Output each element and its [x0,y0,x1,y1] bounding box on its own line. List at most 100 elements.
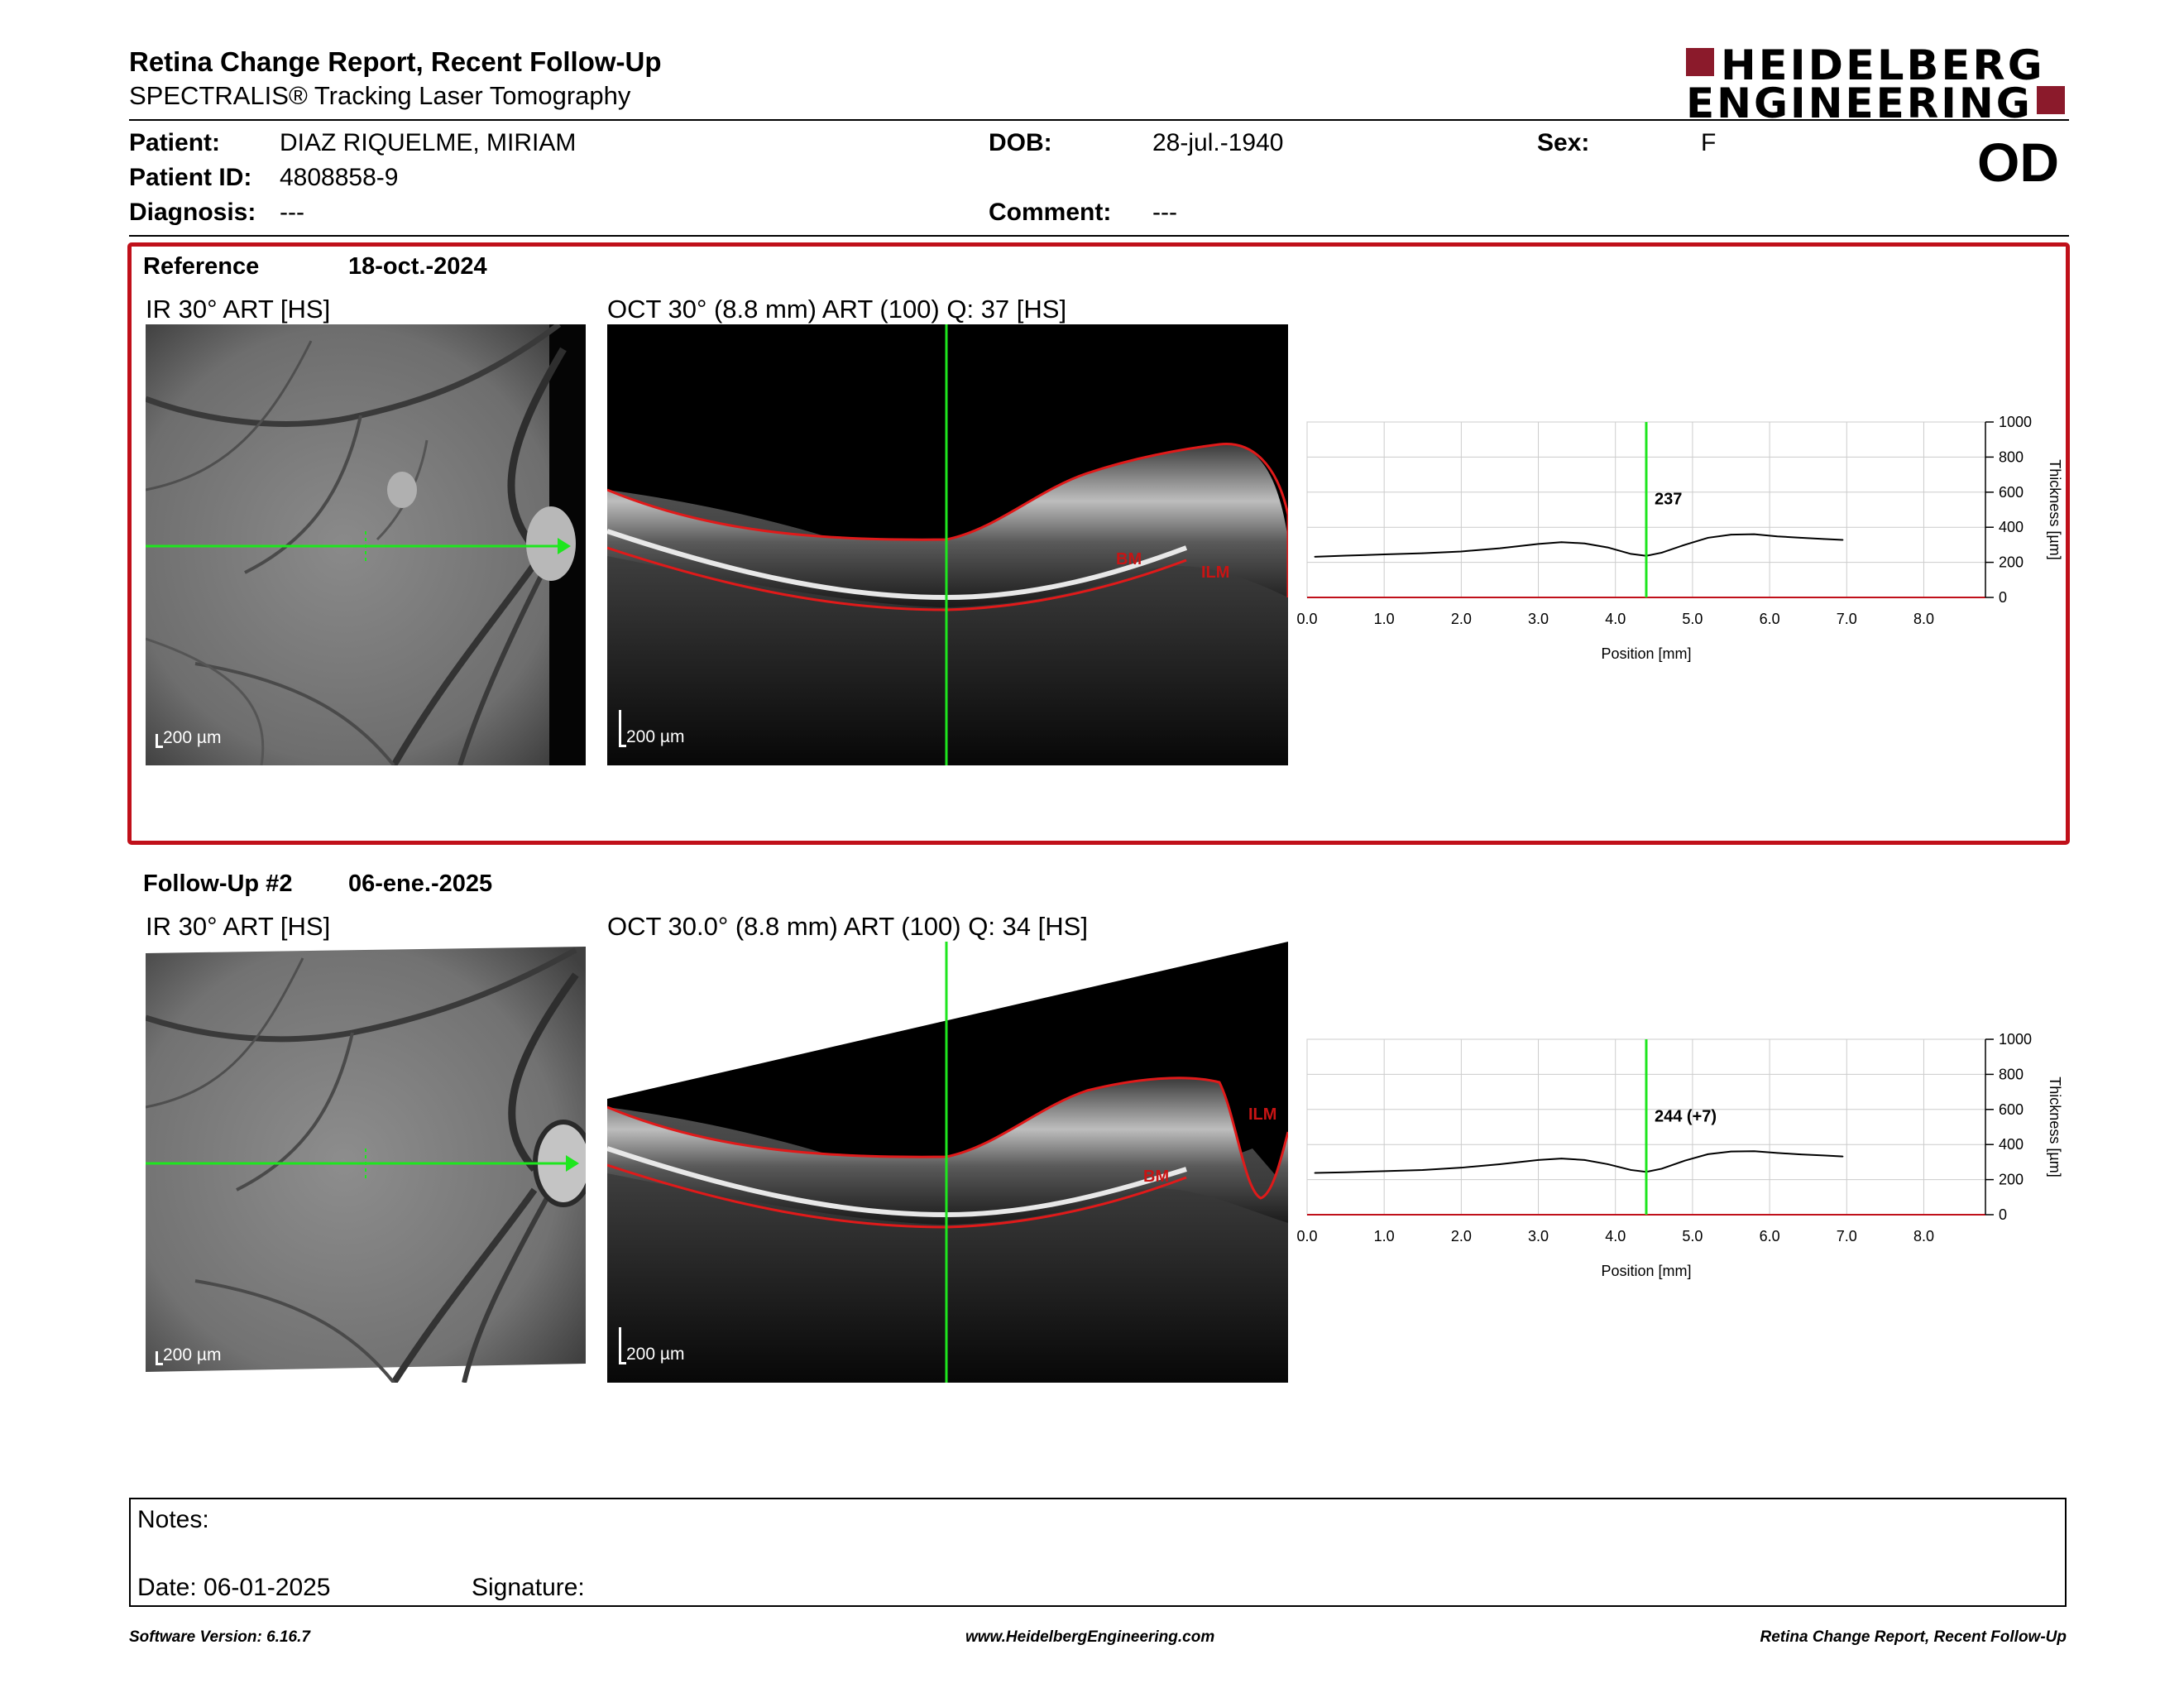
patient-name: DIAZ RIQUELME, MIRIAM [280,129,577,156]
y-axis-title: Thickness [µm] [2047,459,2063,559]
thickness-data-point [1460,1167,1463,1168]
thickness-data-point [1842,539,1844,541]
followup-ir-fundus-image: 200 µm [146,942,586,1383]
date-field: Date: 06-01-2025 [137,1574,331,1601]
signature-field: Signature: [472,1574,585,1601]
y-tick-label: 0 [1999,589,2007,606]
thickness-data-point [1799,1153,1802,1155]
reference-label: Reference [143,253,260,280]
dob-label: DOB: [989,129,1052,156]
y-tick-label: 0 [1999,1206,2007,1223]
y-tick-label: 800 [1999,1066,2024,1082]
reference-date: 18-oct.-2024 [348,253,487,280]
reference-thickness-chart: 0.0 1.0 2.0 3.0 4.0 5.0 6.0 7.0 8.0 0 200 400 600 800… [1296,414,2063,662]
thickness-data-point [1499,547,1501,549]
thickness-data-point [1607,546,1609,549]
scale-bar-mark [156,1351,163,1365]
x-tick-label: 7.0 [1837,611,1857,627]
thickness-data-point [1753,533,1755,535]
x-tick-label: 4.0 [1605,611,1626,627]
y-tick-label: 200 [1999,1172,2024,1188]
x-tick-label: 5.0 [1682,611,1703,627]
thickness-data-point [1842,1155,1844,1158]
cursor-thickness-label: 237 [1655,491,1682,509]
thickness-data-point [1730,534,1732,535]
thickness-data-point [1583,542,1586,544]
x-tick-label: 8.0 [1913,611,1934,627]
thickness-data-point [1499,1163,1501,1165]
company-logo: HEIDELBERG ENGINEERING [1686,45,2068,124]
followup-ilm-label: ILM [1248,1105,1276,1124]
x-tick-label: 3.0 [1528,611,1549,627]
scale-bar-mark [619,710,626,747]
thickness-data-point [1776,535,1779,538]
x-tick-label: 1.0 [1374,1228,1395,1244]
thickness-data-point [1560,541,1563,544]
thickness-data-point [1730,1150,1732,1153]
thickness-data-point [1583,1159,1586,1161]
thickness-data-point [1537,1159,1540,1161]
notes-box[interactable]: Notes: Date: 06-01-2025 Signature: [129,1498,2067,1607]
thickness-data-point [1776,1152,1779,1154]
reference-oct-label: OCT 30° (8.8 mm) ART (100) Q: 37 [HS] [607,295,1067,324]
followup-ir-scale-label: 200 µm [163,1345,222,1364]
patient-label: Patient: [129,129,221,156]
footer-report-name: Retina Change Report, Recent Follow-Up [1760,1628,2067,1646]
footer-software-version: Software Version: 6.16.7 [129,1628,310,1646]
x-tick-label: 7.0 [1837,1228,1857,1244]
reference-ilm-label: ILM [1201,563,1229,582]
comment-value: --- [1152,199,1177,226]
dob-value: 28-jul.-1940 [1152,129,1284,156]
x-tick-label: 5.0 [1682,1228,1703,1244]
x-tick-label: 8.0 [1913,1228,1934,1244]
followup-oct-scale-label: 200 µm [626,1345,685,1364]
thickness-data-point [1799,537,1802,539]
followup-oct-bscan-image: BM ILM 200 µm [607,942,1288,1383]
logo-square-bottom [2037,86,2065,114]
x-tick-label: 3.0 [1528,1228,1549,1244]
x-axis-title: Position [mm] [1601,1263,1691,1279]
thickness-data-point [1344,554,1347,557]
patient-id-label: Patient ID: [129,164,252,191]
thickness-data-point [1660,1168,1663,1170]
logo-square-top [1686,48,1714,76]
reference-fundus-svg [146,324,586,765]
y-tick-label: 400 [1999,1136,2024,1153]
y-tick-label: 800 [1999,448,2024,465]
report-subtitle: SPECTRALIS® Tracking Laser Tomography [129,81,631,110]
thickness-data-point [1537,543,1540,545]
x-tick-label: 0.0 [1296,611,1317,627]
followup-oct-scale-bar: 200 µm [619,1327,684,1364]
thickness-data-point [1707,537,1709,539]
reference-section-frame [127,242,2070,845]
scale-bar-mark [619,1327,626,1364]
reference-ir-label: IR 30° ART [HS] [146,295,331,324]
logo-line-2: ENGINEERING [1686,79,2033,127]
thickness-data-point [1630,1169,1632,1171]
x-tick-label: 2.0 [1451,611,1472,627]
followup-label: Follow-Up #2 [143,870,293,897]
y-tick-label: 1000 [1999,1031,2032,1048]
thickness-data-point [1314,556,1316,558]
followup-ir-scale-bar: 200 µm [156,1345,221,1365]
x-axis-title: Position [mm] [1601,645,1691,662]
y-tick-label: 1000 [1999,414,2032,430]
thickness-data-point [1660,552,1663,554]
thickness-data-point [1314,1172,1316,1174]
reference-oct-scale-label: 200 µm [626,727,685,746]
thickness-data-point [1684,1159,1686,1162]
x-tick-label: 6.0 [1760,611,1780,627]
sex-value: F [1701,129,1717,156]
thickness-data-point [1560,1158,1563,1159]
eye-indicator: OD [1977,132,2059,193]
cursor-thickness-label: 244 (+7) [1655,1108,1717,1126]
followup-thickness-chart: 0.0 1.0 2.0 3.0 4.0 5.0 6.0 7.0 8.0 0 200 400 600 800… [1296,1031,2063,1279]
reference-oct-scale-bar: 200 µm [619,710,684,747]
thickness-data-point [1344,1171,1347,1173]
thickness-data-point [1383,554,1385,555]
diagnosis-label: Diagnosis: [129,199,256,226]
y-tick-label: 600 [1999,1101,2024,1118]
followup-oct-svg: BM ILM [607,942,1288,1383]
reference-oct-svg: BM ILM [607,324,1288,765]
followup-oct-label: OCT 30.0° (8.8 mm) ART (100) Q: 34 [HS] [607,912,1088,941]
